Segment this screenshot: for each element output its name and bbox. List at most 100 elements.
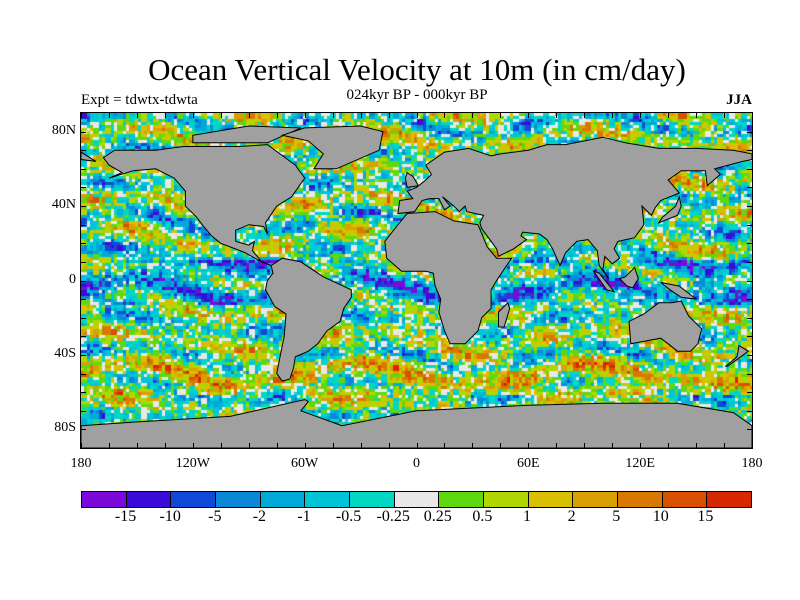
lat-tick-mark [81, 373, 86, 375]
experiment-label: Expt = tdwtx-tdwta [81, 92, 198, 108]
lon-tick-mark [696, 443, 698, 448]
lon-tick-mark [500, 443, 502, 448]
lon-tick-mark [444, 113, 446, 118]
lon-tick-label: 120E [625, 456, 655, 471]
lat-tick-mark [81, 429, 86, 431]
lon-tick-mark [81, 113, 82, 118]
lon-tick-label: 120W [175, 456, 210, 471]
lon-tick-mark [136, 113, 138, 118]
lon-tick-mark [332, 443, 334, 448]
colorbar-label: 0.5 [472, 508, 493, 525]
lon-tick-mark [304, 443, 306, 448]
landmass-arctic-islands [192, 125, 302, 144]
lon-tick-label: 60E [517, 456, 540, 471]
lon-tick-mark [81, 443, 82, 448]
lat-tick-mark [747, 131, 752, 133]
landmass-north-america [102, 144, 306, 267]
lon-tick-mark [192, 443, 194, 448]
season-label: JJA [726, 92, 752, 108]
lat-tick-mark [747, 261, 752, 263]
colorbar-swatch [707, 492, 752, 507]
lon-tick-mark [248, 113, 250, 118]
lon-tick-mark [108, 443, 110, 448]
lat-tick-mark [81, 354, 86, 356]
colorbar-label: 15 [697, 508, 714, 525]
lon-tick-mark [220, 113, 222, 118]
lon-tick-mark [668, 443, 670, 448]
lon-tick-mark [472, 113, 474, 118]
colorbar-label: -2 [252, 508, 267, 525]
landmass-new-zealand [724, 344, 750, 367]
colorbar-label: -0.5 [335, 508, 362, 525]
lon-tick-mark [416, 443, 418, 448]
lat-tick-mark [747, 168, 752, 170]
colorbar-swatch [216, 492, 261, 507]
lat-tick-mark [81, 206, 86, 208]
lon-tick-mark [304, 113, 306, 118]
lat-tick-mark [81, 150, 86, 152]
colorbar-swatch [305, 492, 351, 507]
lon-tick-mark [416, 113, 418, 118]
landmass-chukotka [81, 151, 97, 162]
colorbar-swatch [573, 492, 619, 507]
lon-tick-mark [192, 113, 194, 118]
landmass-south-america [264, 257, 352, 382]
lon-tick-label: 180 [741, 456, 763, 471]
lon-tick-mark [612, 113, 614, 118]
lon-tick-mark [668, 113, 670, 118]
colorbar-label: 0.25 [423, 508, 452, 525]
colorbar-label: -0.25 [376, 508, 410, 525]
lon-tick-mark [444, 443, 446, 448]
lon-tick-mark [556, 113, 558, 118]
lon-tick-mark [528, 443, 530, 448]
lat-tick-label: 80N [51, 122, 76, 138]
lon-tick-mark [388, 113, 390, 118]
lon-tick-mark [640, 443, 642, 448]
lon-tick-mark [388, 443, 390, 448]
lon-tick-mark [584, 113, 586, 118]
lon-tick-mark [584, 443, 586, 448]
lat-tick-mark [81, 261, 86, 263]
landmass-japan [657, 195, 682, 224]
lat-tick-mark [747, 410, 752, 412]
lon-tick-mark [696, 113, 698, 118]
lon-tick-mark [164, 443, 166, 448]
landmass-australia [628, 300, 703, 352]
landmass-madagascar [498, 301, 511, 328]
landmass-new-guinea [660, 281, 698, 300]
lon-tick-mark [164, 113, 166, 118]
lon-tick-mark [472, 443, 474, 448]
lon-tick-mark [640, 113, 642, 118]
lon-tick-mark [360, 113, 362, 118]
lon-tick-mark [332, 113, 334, 118]
lat-tick-mark [747, 187, 752, 189]
chart-title: Ocean Vertical Velocity at 10m (in cm/da… [148, 52, 686, 87]
lon-tick-mark [220, 443, 222, 448]
colorbar-swatch [439, 492, 485, 507]
landmass-eurasia [397, 136, 752, 279]
lon-tick-mark [108, 113, 110, 118]
colorbar-label: 5 [612, 508, 621, 525]
land-layer [81, 125, 752, 448]
lon-tick-mark [248, 443, 250, 448]
lat-tick-mark [81, 317, 86, 319]
colorbar-label: 1 [523, 508, 531, 525]
lon-tick-mark [136, 443, 138, 448]
colorbar-swatch [126, 492, 172, 507]
lat-tick-mark [81, 280, 86, 282]
lat-tick-mark [747, 299, 752, 301]
lat-tick-mark [747, 336, 752, 338]
lon-tick-label: 60W [291, 456, 319, 471]
lon-tick-mark [752, 113, 753, 118]
lon-tick-mark [556, 443, 558, 448]
lon-tick-mark [752, 443, 753, 448]
lat-tick-mark [81, 392, 86, 394]
colorbar-swatch [171, 492, 217, 507]
lat-tick-mark [747, 317, 752, 319]
lat-tick-mark [81, 336, 86, 338]
colorbar-swatch [662, 492, 708, 507]
colorbar-label: -10 [159, 508, 181, 525]
lat-tick-label: 0 [69, 271, 76, 287]
period-label: 024kyr BP - 000kyr BP [346, 87, 488, 103]
lat-tick-mark [747, 392, 752, 394]
